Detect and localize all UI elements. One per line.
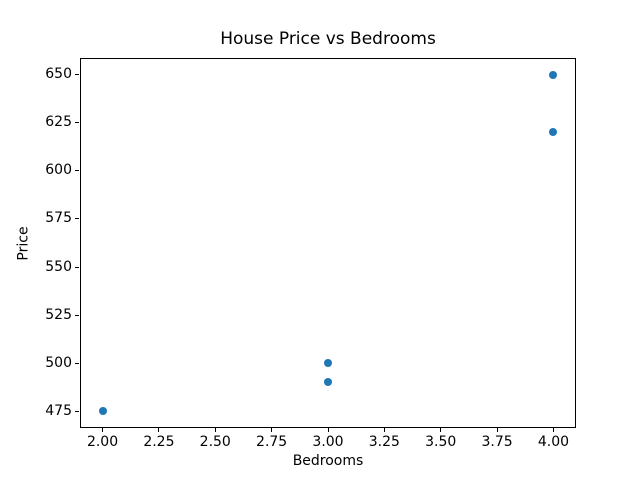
chart-title: House Price vs Bedrooms — [220, 29, 436, 49]
y-tick-label: 500 — [45, 354, 72, 371]
x-tick-mark — [214, 428, 216, 432]
plot-area — [80, 58, 576, 428]
x-tick-mark — [102, 428, 104, 432]
y-tick-label: 525 — [45, 306, 72, 323]
data-point — [549, 128, 558, 137]
y-tick-label: 475 — [45, 402, 72, 419]
x-tick-label: 2.25 — [143, 434, 175, 450]
y-tick-mark — [75, 314, 79, 316]
x-tick-mark — [496, 428, 498, 432]
x-tick-mark — [271, 428, 273, 432]
x-tick-mark — [552, 428, 554, 432]
y-tick-mark — [75, 410, 79, 412]
x-axis-label: Bedrooms — [292, 453, 364, 469]
data-point — [324, 359, 332, 368]
x-tick-mark — [158, 428, 160, 432]
y-tick-mark — [75, 266, 79, 268]
y-tick-mark — [75, 74, 79, 76]
data-point — [549, 70, 558, 79]
x-tick-label: 2.75 — [256, 434, 288, 450]
y-axis-label-container: Price — [14, 58, 34, 428]
y-tick-label: 600 — [45, 162, 72, 179]
x-tick-mark — [327, 428, 329, 432]
y-tick-mark — [75, 122, 79, 124]
y-tick-label: 650 — [45, 66, 72, 83]
x-tick-mark — [440, 428, 442, 432]
y-tick-label: 575 — [45, 210, 72, 227]
y-tick-mark — [75, 170, 79, 172]
data-point — [98, 407, 107, 416]
y-tick-mark — [75, 362, 79, 364]
x-tick-label: 3.00 — [312, 434, 344, 450]
x-tick-label: 4.00 — [537, 434, 570, 450]
y-axis-label: Price — [15, 225, 32, 261]
data-point — [324, 378, 332, 387]
x-tick-label: 3.25 — [368, 434, 400, 450]
x-tick-label: 2.00 — [86, 434, 119, 450]
x-tick-mark — [383, 428, 385, 432]
y-tick-mark — [75, 218, 79, 220]
y-tick-label: 550 — [45, 258, 72, 275]
x-tick-label: 3.75 — [481, 434, 513, 450]
y-tick-label: 625 — [45, 114, 72, 131]
x-tick-label: 2.50 — [199, 434, 231, 450]
x-tick-label: 3.50 — [425, 434, 457, 450]
